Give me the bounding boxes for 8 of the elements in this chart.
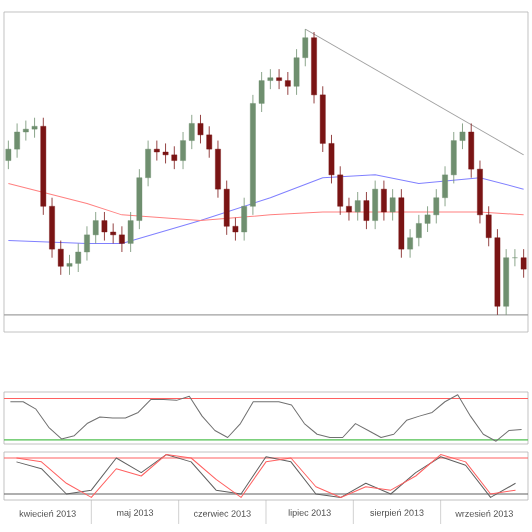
candlestick <box>381 180 387 221</box>
candlestick <box>372 180 378 230</box>
candlestick <box>363 191 370 230</box>
candlestick <box>389 188 396 221</box>
candlestick <box>101 211 108 241</box>
candlestick <box>354 191 361 221</box>
candlestick <box>31 117 38 139</box>
candlestick <box>520 248 527 279</box>
